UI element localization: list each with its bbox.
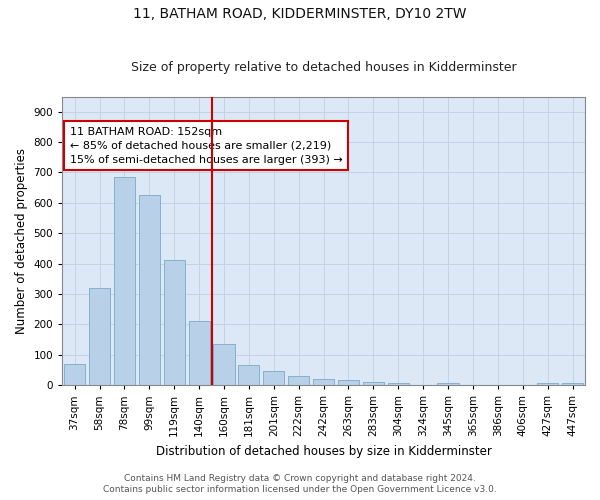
- Bar: [437, 384, 458, 385]
- Bar: [338, 380, 359, 385]
- Text: Contains HM Land Registry data © Crown copyright and database right 2024.
Contai: Contains HM Land Registry data © Crown c…: [103, 474, 497, 494]
- Bar: [139, 195, 160, 385]
- X-axis label: Distribution of detached houses by size in Kidderminster: Distribution of detached houses by size …: [155, 444, 491, 458]
- Bar: [188, 321, 210, 385]
- Text: 11, BATHAM ROAD, KIDDERMINSTER, DY10 2TW: 11, BATHAM ROAD, KIDDERMINSTER, DY10 2TW: [133, 8, 467, 22]
- Text: 11 BATHAM ROAD: 152sqm
← 85% of detached houses are smaller (2,219)
15% of semi-: 11 BATHAM ROAD: 152sqm ← 85% of detached…: [70, 127, 343, 165]
- Bar: [89, 288, 110, 385]
- Bar: [238, 366, 259, 385]
- Bar: [64, 364, 85, 385]
- Bar: [313, 379, 334, 385]
- Bar: [388, 384, 409, 385]
- Y-axis label: Number of detached properties: Number of detached properties: [15, 148, 28, 334]
- Bar: [363, 382, 384, 385]
- Bar: [164, 260, 185, 385]
- Bar: [288, 376, 309, 385]
- Bar: [562, 384, 583, 385]
- Bar: [214, 344, 235, 385]
- Bar: [537, 384, 558, 385]
- Bar: [114, 177, 135, 385]
- Title: Size of property relative to detached houses in Kidderminster: Size of property relative to detached ho…: [131, 62, 517, 74]
- Bar: [263, 372, 284, 385]
